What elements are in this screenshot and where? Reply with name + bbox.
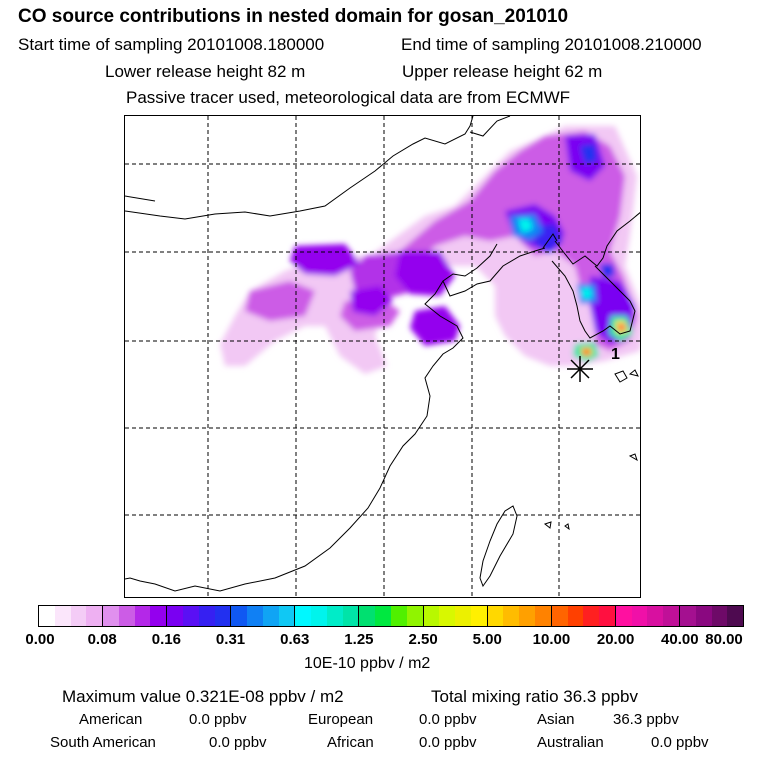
map-canvas: 1 <box>125 116 640 597</box>
colorbar-swatch <box>663 606 679 626</box>
plot-title: CO source contributions in nested domain… <box>18 6 569 27</box>
colorbar-swatch <box>262 606 279 626</box>
colorbar-swatch <box>647 606 664 626</box>
colorbar-segment <box>614 606 679 626</box>
colorbar-swatch <box>167 606 183 626</box>
colorbar-tick-label: 0.08 <box>87 631 117 648</box>
colorbar-segment <box>550 606 615 626</box>
colorbar-swatch <box>295 606 312 626</box>
colorbar-swatch <box>375 606 392 626</box>
colorbar-swatch <box>503 606 520 626</box>
colorbar-segment <box>102 606 167 626</box>
colorbar-tick-label: 20.00 <box>596 631 635 648</box>
colorbar-swatch <box>519 606 535 626</box>
colorbar-swatch <box>54 606 71 626</box>
colorbar-swatch <box>695 606 712 626</box>
start-time: Start time of sampling 20101008.180000 <box>18 35 325 54</box>
colorbar-swatch <box>359 606 376 626</box>
colorbar-swatch <box>150 606 167 626</box>
colorbar-swatch <box>342 606 359 626</box>
colorbar-swatch <box>631 606 648 626</box>
tracer-info: Passive tracer used, meteorological data… <box>126 88 571 107</box>
south-american-value: 0.0 ppbv <box>209 734 267 751</box>
upper-release-height: Upper release height 62 m <box>402 62 603 81</box>
colorbar-segment <box>422 606 487 626</box>
asian-value: 36.3 ppbv <box>613 711 679 728</box>
map-panel: 1 <box>124 115 641 598</box>
colorbar-tick-label: 1.25 <box>344 631 374 648</box>
release-marker-label: 1 <box>611 346 620 363</box>
african-label: African <box>327 734 374 751</box>
colorbar-swatch <box>103 606 119 626</box>
colorbar-swatch <box>278 606 295 626</box>
australian-value: 0.0 ppbv <box>651 734 709 751</box>
total-mixing-ratio: Total mixing ratio 36.3 ppbv <box>431 687 638 706</box>
colorbar-swatch <box>583 606 600 626</box>
colorbar <box>38 605 744 627</box>
colorbar-swatch <box>86 606 103 626</box>
colorbar-swatch <box>679 606 696 626</box>
colorbar-swatch <box>535 606 551 626</box>
american-value: 0.0 ppbv <box>189 711 247 728</box>
colorbar-tick-label: 0.00 <box>25 631 55 648</box>
south-american-label: South American <box>50 734 156 751</box>
colorbar-swatch <box>615 606 632 626</box>
colorbar-segment <box>166 606 231 626</box>
colorbar-tick-label: 0.31 <box>215 631 246 648</box>
colorbar-swatch <box>247 606 263 626</box>
colorbar-swatch <box>70 606 87 626</box>
colorbar-swatch <box>599 606 615 626</box>
colorbar-swatch <box>231 606 248 626</box>
colorbar-segment <box>678 606 744 626</box>
asterisk-icon <box>567 356 593 382</box>
colorbar-swatch <box>214 606 231 626</box>
colorbar-tick-label: 80.00 <box>705 631 743 648</box>
african-value: 0.0 ppbv <box>419 734 477 751</box>
colorbar-swatch <box>198 606 215 626</box>
asian-label: Asian <box>537 711 575 728</box>
colorbar-swatch <box>391 606 407 626</box>
european-label: European <box>308 711 374 728</box>
concentration-field <box>220 126 640 374</box>
colorbar-swatch <box>423 606 440 626</box>
colorbar-swatch <box>470 606 487 626</box>
end-time: End time of sampling 20101008.210000 <box>401 35 702 54</box>
colorbar-swatch <box>439 606 456 626</box>
colorbar-segment <box>486 606 551 626</box>
colorbar-swatch <box>487 606 504 626</box>
colorbar-swatch <box>134 606 151 626</box>
colorbar-swatch <box>551 606 568 626</box>
colorbar-units: 10E-10 ppbv / m2 <box>304 655 431 672</box>
colorbar-swatch <box>326 606 343 626</box>
colorbar-tick-label: 0.63 <box>280 631 310 648</box>
colorbar-swatch <box>711 606 728 626</box>
colorbar-swatch <box>311 606 327 626</box>
american-label: American <box>79 711 143 728</box>
colorbar-tick-label: 2.50 <box>408 631 438 648</box>
colorbar-tick-label: 40.00 <box>661 631 699 648</box>
colorbar-swatch <box>118 606 135 626</box>
colorbar-tick-label: 10.00 <box>532 631 571 648</box>
colorbar-tick-label: 0.16 <box>151 631 181 648</box>
graticule <box>125 116 640 597</box>
colorbar-swatch <box>182 606 199 626</box>
colorbar-segment <box>39 606 103 626</box>
colorbar-segment <box>358 606 423 626</box>
australian-label: Australian <box>537 734 604 751</box>
colorbar-swatch <box>39 606 55 626</box>
colorbar-segment <box>230 606 295 626</box>
colorbar-tick-label: 5.00 <box>472 631 502 648</box>
colorbar-swatch <box>406 606 423 626</box>
colorbar-segment <box>294 606 359 626</box>
colorbar-swatch <box>567 606 584 626</box>
coastlines <box>125 116 640 592</box>
lower-release-height: Lower release height 82 m <box>105 62 306 81</box>
max-value: Maximum value 0.321E-08 ppbv / m2 <box>62 687 344 706</box>
colorbar-swatch <box>727 606 744 626</box>
european-value: 0.0 ppbv <box>419 711 477 728</box>
colorbar-swatch <box>455 606 471 626</box>
